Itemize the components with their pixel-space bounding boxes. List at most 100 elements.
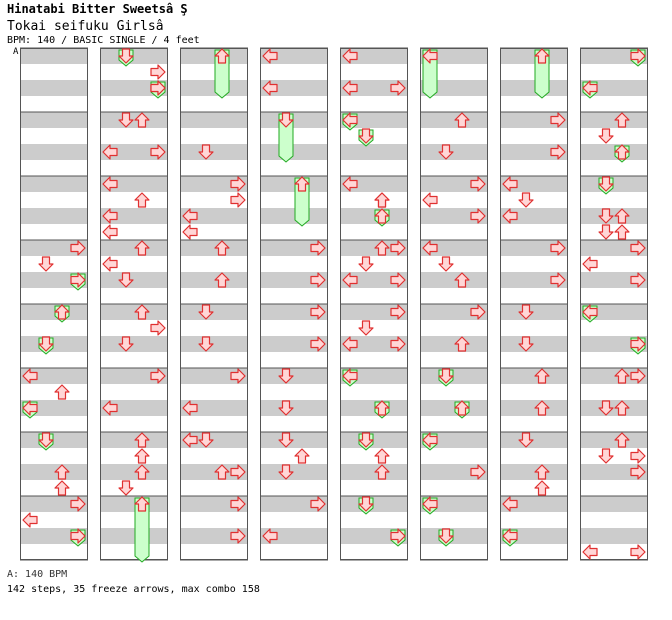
beat-stripe: [180, 80, 248, 96]
step-arrow: [134, 304, 150, 320]
step-arrow: [630, 336, 646, 352]
beat-stripe: [580, 112, 648, 128]
step-arrow: [198, 144, 214, 160]
step-arrow: [310, 304, 326, 320]
step-arrow: [614, 208, 630, 224]
beat-stripe: [100, 272, 168, 288]
step-arrow: [390, 272, 406, 288]
step-arrow: [22, 512, 38, 528]
step-arrow: [598, 176, 614, 192]
beat-stripe: [340, 144, 408, 160]
step-arrow: [502, 496, 518, 512]
step-arrow: [550, 144, 566, 160]
step-arrow: [134, 240, 150, 256]
step-arrow: [342, 176, 358, 192]
step-arrow: [534, 400, 550, 416]
step-arrow: [438, 256, 454, 272]
beat-stripe: [500, 432, 568, 448]
beat-stripe: [180, 112, 248, 128]
step-arrow: [342, 80, 358, 96]
step-arrow: [54, 464, 70, 480]
step-arrow: [438, 368, 454, 384]
step-arrow: [278, 400, 294, 416]
step-arrow: [182, 208, 198, 224]
step-arrow: [214, 240, 230, 256]
step-arrow: [102, 400, 118, 416]
step-arrow: [454, 112, 470, 128]
beat-stripe: [340, 432, 408, 448]
step-arrow: [118, 48, 134, 64]
beat-stripe: [100, 112, 168, 128]
step-arrow: [518, 336, 534, 352]
step-arrow: [582, 80, 598, 96]
step-arrow: [598, 400, 614, 416]
beat-stripe: [500, 464, 568, 480]
step-arrow: [358, 320, 374, 336]
step-arrow: [598, 128, 614, 144]
step-arrow: [422, 432, 438, 448]
step-arrow: [150, 80, 166, 96]
step-arrow: [614, 144, 630, 160]
step-arrow: [230, 368, 246, 384]
step-arrow: [502, 208, 518, 224]
step-arrow: [230, 528, 246, 544]
beat-stripe: [20, 176, 88, 192]
step-arrow: [358, 496, 374, 512]
step-arrow: [438, 144, 454, 160]
step-arrow: [518, 304, 534, 320]
step-arrow: [102, 224, 118, 240]
step-arrow: [150, 64, 166, 80]
step-arrow: [598, 208, 614, 224]
step-arrow: [198, 336, 214, 352]
step-arrow: [598, 224, 614, 240]
step-arrow: [134, 448, 150, 464]
step-arrow: [182, 400, 198, 416]
beat-stripe: [580, 528, 648, 544]
step-arrow: [598, 448, 614, 464]
step-arrow: [374, 400, 390, 416]
step-chart: [20, 47, 648, 563]
beat-stripe: [260, 144, 328, 160]
beat-stripe: [260, 432, 328, 448]
step-arrow: [262, 80, 278, 96]
step-arrow: [118, 112, 134, 128]
beat-stripe: [100, 528, 168, 544]
step-arrow: [38, 432, 54, 448]
freeze-arrow: [278, 113, 294, 163]
step-arrow: [438, 528, 454, 544]
step-arrow: [534, 464, 550, 480]
step-arrow: [454, 336, 470, 352]
step-arrow: [198, 432, 214, 448]
step-arrow: [502, 528, 518, 544]
beat-stripe: [260, 208, 328, 224]
chart-column: [500, 48, 568, 560]
beat-stripe: [100, 464, 168, 480]
step-arrow: [150, 368, 166, 384]
step-arrow: [118, 480, 134, 496]
step-arrow: [278, 112, 294, 128]
step-arrow: [102, 208, 118, 224]
step-arrow: [374, 240, 390, 256]
step-arrow: [630, 240, 646, 256]
beat-stripe: [180, 304, 248, 320]
step-arrow: [310, 336, 326, 352]
step-arrow: [230, 496, 246, 512]
song-subtitle: Tokai seifuku Girlsâ: [7, 19, 164, 34]
beat-stripe: [100, 48, 168, 64]
step-arrow: [582, 256, 598, 272]
step-arrow: [614, 224, 630, 240]
step-arrow: [374, 208, 390, 224]
chart-info: BPM: 140 / BASIC SINGLE / 4 feet: [7, 35, 200, 46]
beat-stripe: [420, 336, 488, 352]
step-arrow: [134, 496, 150, 512]
beat-stripe: [20, 464, 88, 480]
step-arrow: [118, 336, 134, 352]
step-arrow: [614, 432, 630, 448]
beat-stripe: [100, 496, 168, 512]
step-arrow: [118, 272, 134, 288]
beat-stripe: [500, 304, 568, 320]
beat-stripe: [500, 400, 568, 416]
step-arrow: [262, 48, 278, 64]
beat-stripe: [100, 432, 168, 448]
step-arrow: [342, 48, 358, 64]
